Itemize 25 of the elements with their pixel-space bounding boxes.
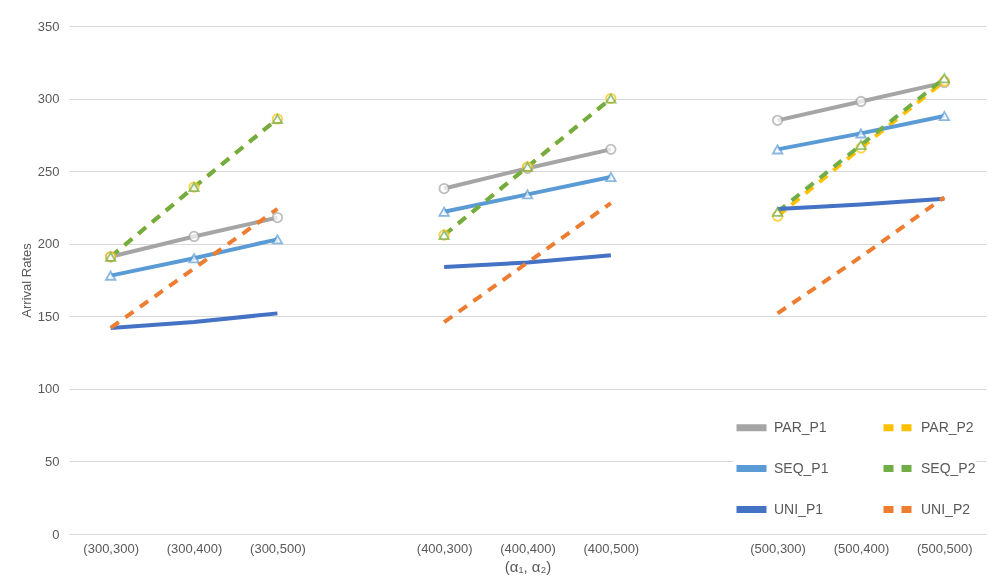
x-tick-label: (400,500) <box>583 540 640 556</box>
legend-label: UNI_P1 <box>774 500 824 517</box>
x-axis-title: (α₁, α₂) <box>504 557 552 575</box>
legend-label: PAR_P1 <box>774 418 827 435</box>
x-tick-label: (300,500) <box>250 540 306 556</box>
x-tick-label: (500,500) <box>916 540 973 556</box>
x-tick-label: (300,400) <box>166 540 223 556</box>
x-tick-label: (500,300) <box>750 540 806 556</box>
y-tick-label: 0 <box>52 526 60 542</box>
legend-label: SEQ_P2 <box>921 459 976 476</box>
legend-label: PAR_P2 <box>921 418 974 435</box>
y-tick-label: 50 <box>45 453 60 469</box>
x-tick-label: (400,300) <box>416 540 473 556</box>
y-tick-label: 200 <box>37 236 60 252</box>
x-tick-label: (400,400) <box>500 540 556 556</box>
legend-label: UNI_P2 <box>921 500 971 517</box>
legend-label: SEQ_P1 <box>774 459 829 476</box>
y-tick-label: 150 <box>37 308 60 324</box>
x-tick-label: (500,400) <box>833 540 890 556</box>
y-tick-label: 250 <box>37 163 60 179</box>
y-tick-label: 300 <box>37 91 60 107</box>
y-axis-title: Arrival Rates <box>18 242 34 318</box>
x-tick-label: (300,300) <box>83 540 140 556</box>
y-tick-label: 350 <box>37 18 60 34</box>
y-tick-label: 100 <box>37 381 60 397</box>
